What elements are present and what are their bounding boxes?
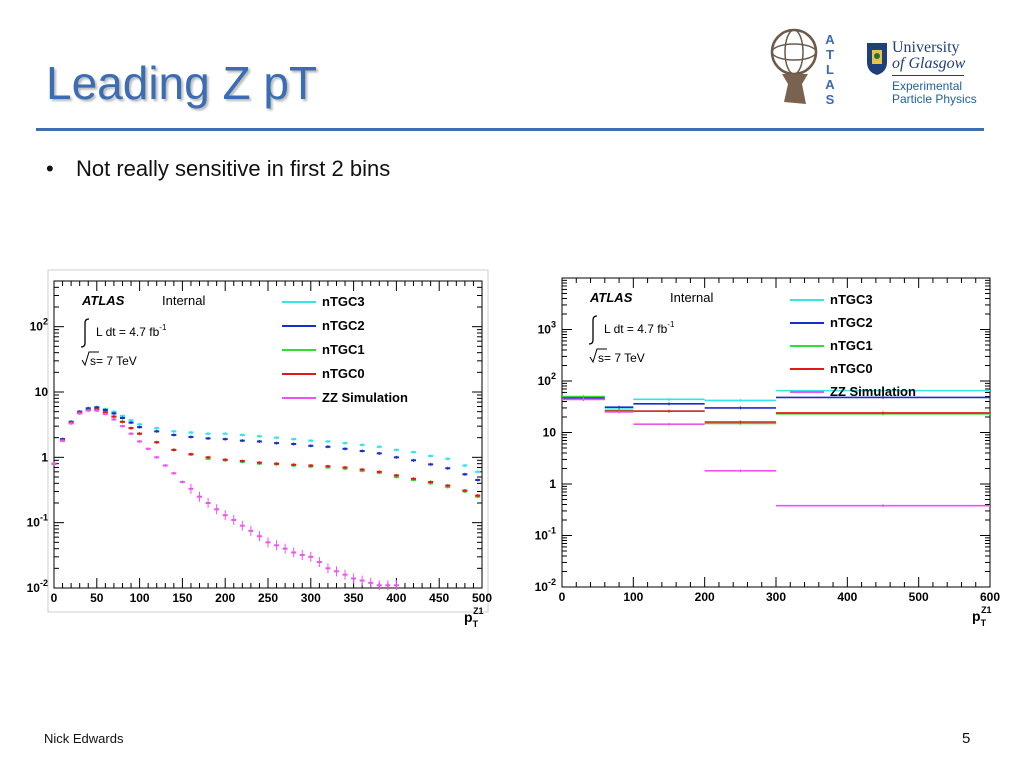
sqrt-sign-icon bbox=[589, 348, 607, 364]
luminosity-label: L dt = 4.7 fb-1 bbox=[96, 323, 167, 339]
glasgow-wordmark: University of Glasgow bbox=[892, 40, 965, 72]
chart-2: 10-2 10-1 1 10 102 103 0 100 200 300 400 500 600pTZ1… bbox=[535, 270, 1000, 628]
legend-label: nTGC3 bbox=[830, 292, 873, 307]
footer-author: Nick Edwards bbox=[44, 731, 124, 746]
x-tick-label: 100 bbox=[130, 591, 150, 605]
title-divider bbox=[36, 128, 984, 131]
glasgow-divider bbox=[892, 75, 964, 76]
x-tick-label: 450 bbox=[429, 591, 449, 605]
glasgow-sub2: Particle Physics bbox=[892, 92, 977, 106]
series-zz-simulation bbox=[51, 409, 399, 591]
glasgow-sub1: Experimental bbox=[892, 79, 963, 93]
x-tick-label: 150 bbox=[172, 591, 192, 605]
page-number: 5 bbox=[962, 730, 971, 747]
integral-sign-icon bbox=[588, 315, 598, 345]
x-tick-label: 600 bbox=[980, 590, 1000, 604]
glasgow-subtitle: Experimental Particle Physics bbox=[892, 80, 977, 106]
x-tick-label: 0 bbox=[559, 590, 566, 604]
x-tick-label: 200 bbox=[215, 591, 235, 605]
x-axis-label: pTZ1 bbox=[464, 606, 484, 629]
luminosity-label: L dt = 4.7 fb-1 bbox=[604, 320, 675, 336]
plot-area bbox=[53, 280, 483, 589]
chart-1: 10-2 10-1 1 10 102 0 50 100 150 200 250 300 350 400 45… bbox=[27, 269, 492, 629]
glasgow-line2: of Glasgow bbox=[892, 55, 966, 72]
x-tick-label: 200 bbox=[695, 590, 715, 604]
x-tick-label: 500 bbox=[909, 590, 929, 604]
internal-label: Internal bbox=[670, 290, 713, 305]
series-zz-simulation bbox=[562, 397, 990, 508]
glasgow-crest-icon bbox=[867, 43, 887, 75]
slide-title: Leading Z pT bbox=[46, 57, 318, 109]
energy-label: s= 7 TeV bbox=[90, 354, 137, 368]
x-tick-label: 100 bbox=[623, 590, 643, 604]
x-tick-label: 500 bbox=[472, 591, 492, 605]
svg-text:T: T bbox=[826, 47, 834, 62]
y-tick-label: 10 bbox=[35, 385, 49, 399]
plot-area bbox=[561, 277, 991, 588]
bullet-item: • Not really sensitive in first 2 bins bbox=[46, 156, 390, 182]
svg-text:L: L bbox=[826, 62, 834, 77]
internal-label: Internal bbox=[162, 293, 205, 308]
y-tick-label: 102 bbox=[538, 371, 556, 388]
x-tick-label: 400 bbox=[386, 591, 406, 605]
x-tick-label: 300 bbox=[766, 590, 786, 604]
integral-sign-icon bbox=[80, 318, 90, 348]
y-tick-label: 1 bbox=[41, 450, 48, 464]
y-tick-label: 10-1 bbox=[27, 513, 48, 530]
y-tick-label: 10-2 bbox=[27, 578, 48, 595]
legend-label: nTGC2 bbox=[322, 318, 365, 333]
legend-label: nTGC1 bbox=[322, 342, 365, 357]
bullet-text: Not really sensitive in first 2 bins bbox=[76, 156, 391, 181]
y-tick-label: 10-1 bbox=[535, 526, 556, 543]
svg-text:A: A bbox=[825, 77, 835, 92]
y-tick-label: 10 bbox=[543, 426, 557, 440]
legend-label: nTGC2 bbox=[830, 315, 873, 330]
atlas-label: ATLAS bbox=[589, 290, 633, 305]
legend-label: nTGC3 bbox=[322, 294, 365, 309]
legend-label: nTGC1 bbox=[830, 338, 873, 353]
x-tick-label: 0 bbox=[51, 591, 58, 605]
atlas-letter: A bbox=[825, 32, 835, 47]
y-tick-label: 103 bbox=[538, 320, 556, 337]
x-tick-label: 350 bbox=[344, 591, 364, 605]
x-tick-label: 400 bbox=[837, 590, 857, 604]
atlas-logo: A T L A S bbox=[770, 28, 835, 107]
x-tick-label: 300 bbox=[301, 591, 321, 605]
legend-label: nTGC0 bbox=[830, 361, 873, 376]
legend-label: ZZ Simulation bbox=[322, 390, 408, 405]
legend-label: nTGC0 bbox=[322, 366, 365, 381]
energy-label: s= 7 TeV bbox=[598, 351, 645, 365]
sqrt-sign-icon bbox=[81, 351, 99, 367]
bullet-dot: • bbox=[46, 156, 54, 181]
x-tick-label: 250 bbox=[258, 591, 278, 605]
svg-text:S: S bbox=[826, 92, 835, 107]
y-tick-label: 1 bbox=[549, 477, 556, 491]
legend-label: ZZ Simulation bbox=[830, 384, 916, 399]
atlas-label: ATLAS bbox=[81, 293, 125, 308]
x-axis-label: pTZ1 bbox=[972, 605, 992, 628]
glasgow-line1: University bbox=[892, 39, 960, 56]
y-tick-label: 102 bbox=[30, 317, 48, 334]
x-tick-label: 50 bbox=[90, 591, 104, 605]
y-tick-label: 10-2 bbox=[535, 577, 556, 594]
